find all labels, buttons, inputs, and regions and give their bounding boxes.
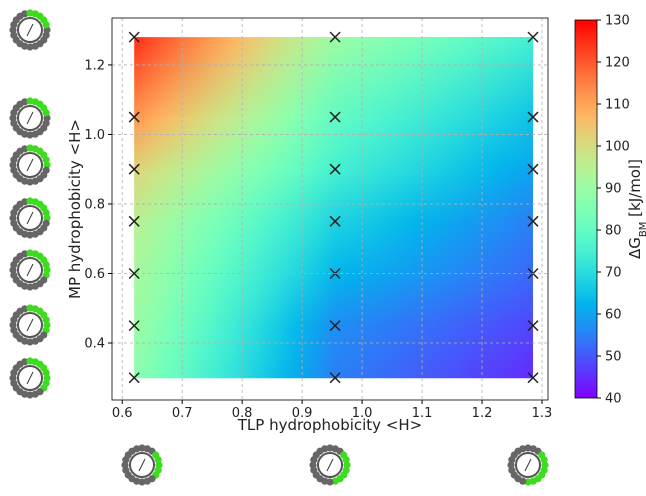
- x-axis-label: TLP hydrophobicity <H>: [237, 416, 423, 434]
- bead: [43, 369, 50, 376]
- colorbar-tick-label: 100: [605, 140, 630, 155]
- bead: [541, 456, 548, 463]
- heat-band: [134, 169, 533, 222]
- colorbar-tick-label: 40: [605, 392, 622, 407]
- x-tick-label: 1.3: [532, 406, 553, 421]
- colorbar-tick-label: 110: [605, 98, 630, 113]
- molecule-icon: [9, 97, 50, 138]
- colorbar: [575, 20, 597, 398]
- y-axis-label: MP hydrophobicity <H>: [66, 119, 84, 299]
- y-tick-label: 1.0: [84, 128, 105, 143]
- colorbar-tick-label: 120: [605, 56, 630, 71]
- colorbar-label-sub: BM: [638, 222, 646, 238]
- molecule-icon: [9, 249, 50, 290]
- bead: [43, 156, 50, 163]
- colorbar-label-unit: [kJ/mol]: [626, 159, 644, 222]
- molecule-icon: [9, 144, 50, 185]
- y-tick-label: 1.2: [84, 58, 105, 73]
- molecule-icon: [309, 444, 350, 485]
- y-tick-label: 0.4: [84, 336, 105, 351]
- x-tick-label: 0.9: [292, 406, 313, 421]
- heat-band: [134, 273, 533, 326]
- x-tick-label: 1.2: [472, 406, 493, 421]
- x-tick-label: 0.8: [232, 406, 253, 421]
- x-tick-label: 1.1: [412, 406, 433, 421]
- bead: [155, 456, 162, 463]
- bead: [43, 261, 50, 268]
- molecule-icon: [507, 444, 548, 485]
- bead: [43, 21, 50, 28]
- colorbar-tick-label: 80: [605, 224, 622, 239]
- colorbar-label: ΔGBM [kJ/mol]: [626, 159, 646, 259]
- heat-band: [134, 221, 533, 274]
- heat-band: [134, 326, 533, 379]
- heat-band: [134, 37, 533, 117]
- bead: [43, 209, 50, 216]
- colorbar-tick-label: 60: [605, 308, 622, 323]
- colorbar-tick-label: 130: [605, 14, 630, 29]
- colorbar-tick-label: 50: [605, 350, 622, 365]
- bead: [43, 109, 50, 116]
- colorbar-tick-label: 70: [605, 266, 622, 281]
- x-tick-label: 0.7: [172, 406, 193, 421]
- heat-band: [134, 117, 533, 170]
- bead: [343, 456, 350, 463]
- molecule-icon: [9, 197, 50, 238]
- x-tick-label: 0.6: [112, 406, 133, 421]
- molecule-icon: [9, 9, 50, 50]
- molecule-icon: [121, 444, 162, 485]
- bead: [43, 316, 50, 323]
- x-tick-label: 1.0: [352, 406, 373, 421]
- y-tick-label: 0.8: [84, 197, 105, 212]
- colorbar-label-main: ΔG: [626, 237, 644, 259]
- molecule-icon: [9, 357, 50, 398]
- y-tick-label: 0.6: [84, 267, 105, 282]
- molecule-icon: [9, 304, 50, 345]
- colorbar-tick-label: 90: [605, 182, 622, 197]
